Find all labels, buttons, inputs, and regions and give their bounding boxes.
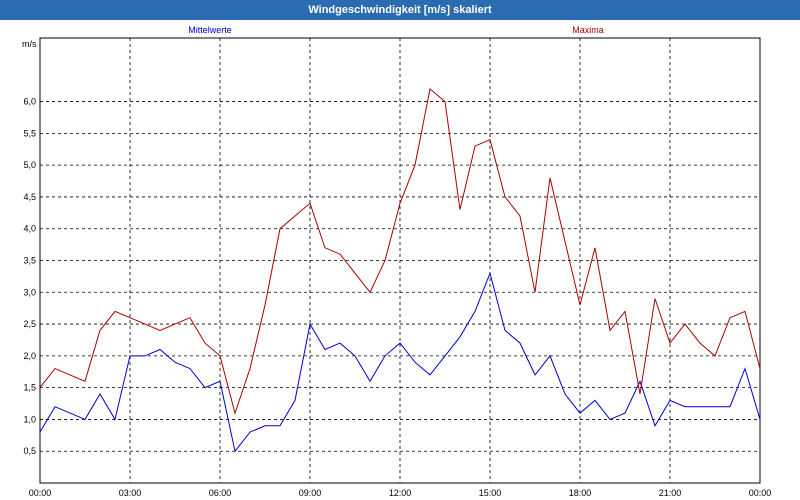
x-tick-time: 18:00: [569, 488, 592, 498]
y-tick-label: 1,0: [23, 414, 36, 424]
series-line-mittelwerte: [39, 271, 761, 453]
grid-lines: [40, 38, 760, 483]
y-axis-ticks: 0,5 1,0 1,5 2,0 2,5 3,0 3,5 4,0 4,5 5,0 5,5 6,0: [23, 97, 36, 457]
x-tick-time: 09:00: [299, 488, 322, 498]
x-tick-time: 00:00: [29, 488, 52, 498]
y-tick-label: 1,5: [23, 383, 36, 393]
x-tick-time: 03:00: [119, 488, 142, 498]
y-axis-label: m/s: [22, 39, 37, 49]
x-tick-time: 15:00: [479, 488, 502, 498]
y-tick-label: 5,0: [23, 160, 36, 170]
x-axis-ticks: 00:0024.08.1903:0024.08.1906:0024.08.190…: [29, 488, 772, 498]
x-tick-time: 06:00: [209, 488, 232, 498]
series-line-maxima: [39, 87, 761, 415]
y-tick-label: 6,0: [23, 97, 36, 107]
window-title: Windgeschwindigkeit [m/s] skaliert: [0, 0, 800, 20]
legend-mittelwerte: Mittelwerte: [188, 25, 232, 35]
x-tick-time: 12:00: [389, 488, 412, 498]
y-tick-label: 3,5: [23, 256, 36, 266]
y-tick-label: 2,0: [23, 351, 36, 361]
legend-maxima: Maxima: [572, 25, 604, 35]
x-tick-time: 00:00: [749, 488, 772, 498]
y-tick-label: 5,5: [23, 128, 36, 138]
y-tick-label: 4,0: [23, 224, 36, 234]
y-tick-label: 3,0: [23, 287, 36, 297]
wind-speed-chart: 0,5 1,0 1,5 2,0 2,5 3,0 3,5 4,0 4,5 5,0 5,5 6,0 00:…: [22, 25, 772, 498]
y-tick-label: 0,5: [23, 446, 36, 456]
y-tick-label: 2,5: [23, 319, 36, 329]
x-tick-time: 21:00: [659, 488, 682, 498]
y-tick-label: 4,5: [23, 192, 36, 202]
